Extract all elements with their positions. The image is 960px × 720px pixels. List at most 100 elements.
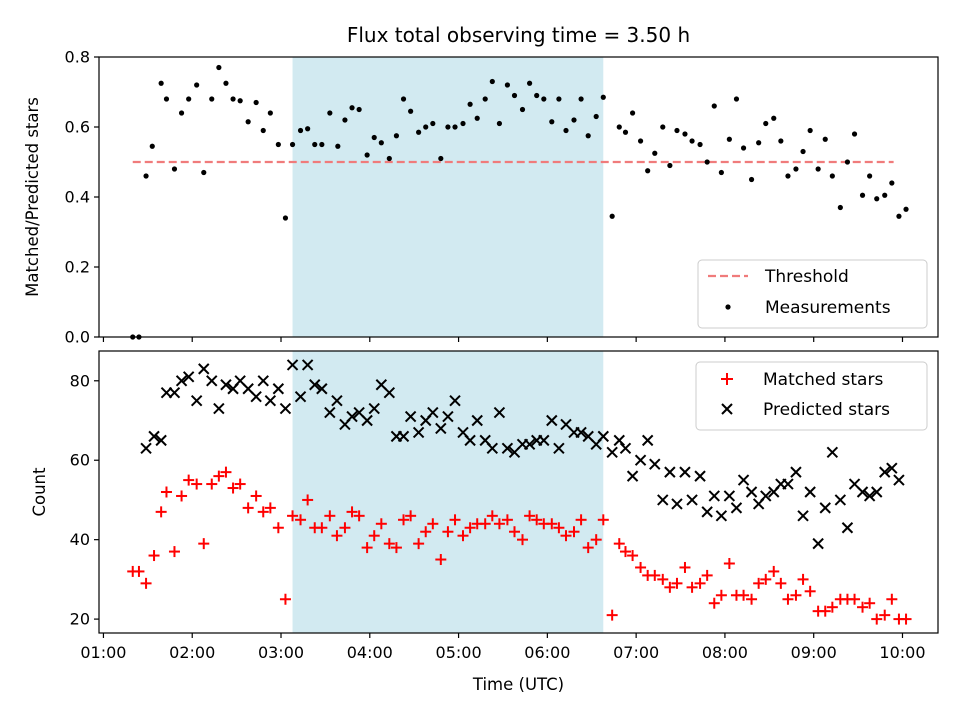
predicted-star-point bbox=[686, 494, 698, 506]
predicted-star-point bbox=[272, 383, 285, 395]
matched-star-point bbox=[568, 526, 580, 538]
predicted-star-point bbox=[863, 490, 876, 502]
matched-star-point bbox=[295, 514, 307, 526]
predicted-star-point bbox=[220, 379, 232, 391]
predicted-star-point bbox=[819, 502, 831, 514]
matched-star-point bbox=[242, 502, 254, 514]
measurement-point bbox=[267, 110, 273, 116]
predicted-star-point bbox=[309, 379, 321, 391]
measurement-point bbox=[149, 143, 155, 149]
measurement-point bbox=[660, 124, 666, 130]
measurement-point bbox=[778, 138, 784, 144]
measurement-point bbox=[400, 96, 407, 102]
matched-star-point bbox=[649, 569, 661, 581]
measurement-point bbox=[674, 127, 680, 134]
matched-star-point bbox=[627, 550, 639, 562]
xtick-label: 10:00 bbox=[879, 643, 925, 662]
matched-star-point bbox=[339, 522, 351, 534]
matched-star-point bbox=[886, 593, 898, 605]
xtick-label: 03:00 bbox=[258, 643, 304, 662]
measurement-point bbox=[534, 92, 540, 99]
measurement-point bbox=[697, 141, 703, 148]
measurement-point bbox=[467, 101, 473, 107]
predicted-star-point bbox=[471, 414, 483, 427]
predicted-star-point bbox=[575, 426, 587, 439]
matched-star-point bbox=[331, 530, 343, 542]
measurement-point bbox=[489, 78, 495, 85]
matched-star-point bbox=[760, 573, 772, 585]
measurement-point bbox=[460, 120, 466, 127]
predicted-star-point bbox=[279, 402, 292, 415]
measurement-point bbox=[209, 96, 215, 102]
matched-star-point bbox=[435, 554, 447, 566]
legend-matched-label: Matched stars bbox=[763, 370, 883, 390]
matched-star-point bbox=[775, 577, 787, 589]
matched-star-point bbox=[368, 530, 380, 542]
predicted-star-point bbox=[523, 438, 536, 451]
matched-star-point bbox=[768, 565, 780, 577]
predicted-star-point bbox=[730, 502, 743, 514]
measurement-point bbox=[689, 138, 695, 144]
matched-star-point bbox=[849, 593, 861, 605]
measurement-point bbox=[718, 169, 724, 176]
measurement-point bbox=[504, 82, 511, 88]
matched-star-point bbox=[879, 609, 891, 621]
measurement-point bbox=[482, 96, 488, 102]
measurement-point bbox=[356, 106, 362, 113]
matched-star-point bbox=[302, 494, 314, 506]
matched-star-point bbox=[657, 573, 669, 585]
bottom-y-axis: 20 40 60 80 bbox=[70, 371, 99, 629]
predicted-star-point bbox=[664, 466, 676, 478]
matched-star-point bbox=[501, 514, 513, 526]
predicted-star-point bbox=[893, 474, 905, 486]
observing-window-shade-top bbox=[292, 57, 604, 337]
measurement-point bbox=[216, 64, 222, 71]
measurement-point bbox=[342, 117, 348, 123]
measurement-point bbox=[312, 141, 318, 148]
matched-star-point bbox=[686, 581, 698, 593]
measurement-point bbox=[230, 96, 236, 102]
predicted-star-point bbox=[316, 383, 328, 395]
bottom-ytick-label: 60 bbox=[70, 451, 90, 470]
predicted-star-point bbox=[879, 466, 891, 478]
matched-star-point bbox=[635, 561, 647, 573]
top-ytick-label: 0.6 bbox=[65, 118, 90, 137]
top-data-marks bbox=[130, 64, 909, 340]
measurement-point bbox=[519, 106, 526, 113]
bottom-data-marks bbox=[127, 359, 912, 625]
measurement-point bbox=[194, 82, 200, 88]
matched-star-point bbox=[213, 470, 225, 482]
matched-star-point bbox=[590, 534, 602, 546]
measurement-point bbox=[882, 192, 888, 198]
matched-star-point bbox=[782, 593, 794, 605]
predicted-star-point bbox=[140, 442, 152, 455]
matched-star-point bbox=[900, 613, 912, 625]
predicted-star-point bbox=[346, 410, 358, 423]
measurement-point bbox=[386, 155, 392, 162]
predicted-star-point bbox=[760, 490, 772, 502]
measurement-point bbox=[496, 120, 503, 127]
measurement-point bbox=[378, 140, 384, 146]
matched-star-point bbox=[176, 490, 188, 502]
legend-predicted-label: Predicted stars bbox=[763, 400, 890, 420]
matched-star-point bbox=[679, 561, 691, 573]
top-x-ticks bbox=[102, 337, 904, 342]
matched-star-point bbox=[509, 526, 521, 538]
predicted-star-point bbox=[649, 458, 661, 470]
predicted-star-point bbox=[679, 466, 691, 478]
xtick-label: 04:00 bbox=[347, 643, 393, 662]
predicted-star-point bbox=[412, 426, 425, 439]
measurement-point bbox=[371, 134, 377, 141]
top-ytick-label: 0.8 bbox=[65, 48, 90, 67]
matched-star-point bbox=[183, 474, 195, 486]
matched-star-point bbox=[457, 530, 469, 542]
legend-matched-swatch bbox=[721, 373, 733, 385]
measurement-point bbox=[593, 113, 599, 120]
xtick-label: 02:00 bbox=[169, 643, 215, 662]
predicted-star-point bbox=[493, 406, 506, 419]
predicted-star-point bbox=[812, 537, 824, 550]
matched-star-point bbox=[619, 546, 631, 558]
predicted-star-point bbox=[148, 430, 160, 443]
predicted-star-point bbox=[597, 430, 609, 443]
measurement-point bbox=[549, 119, 555, 125]
